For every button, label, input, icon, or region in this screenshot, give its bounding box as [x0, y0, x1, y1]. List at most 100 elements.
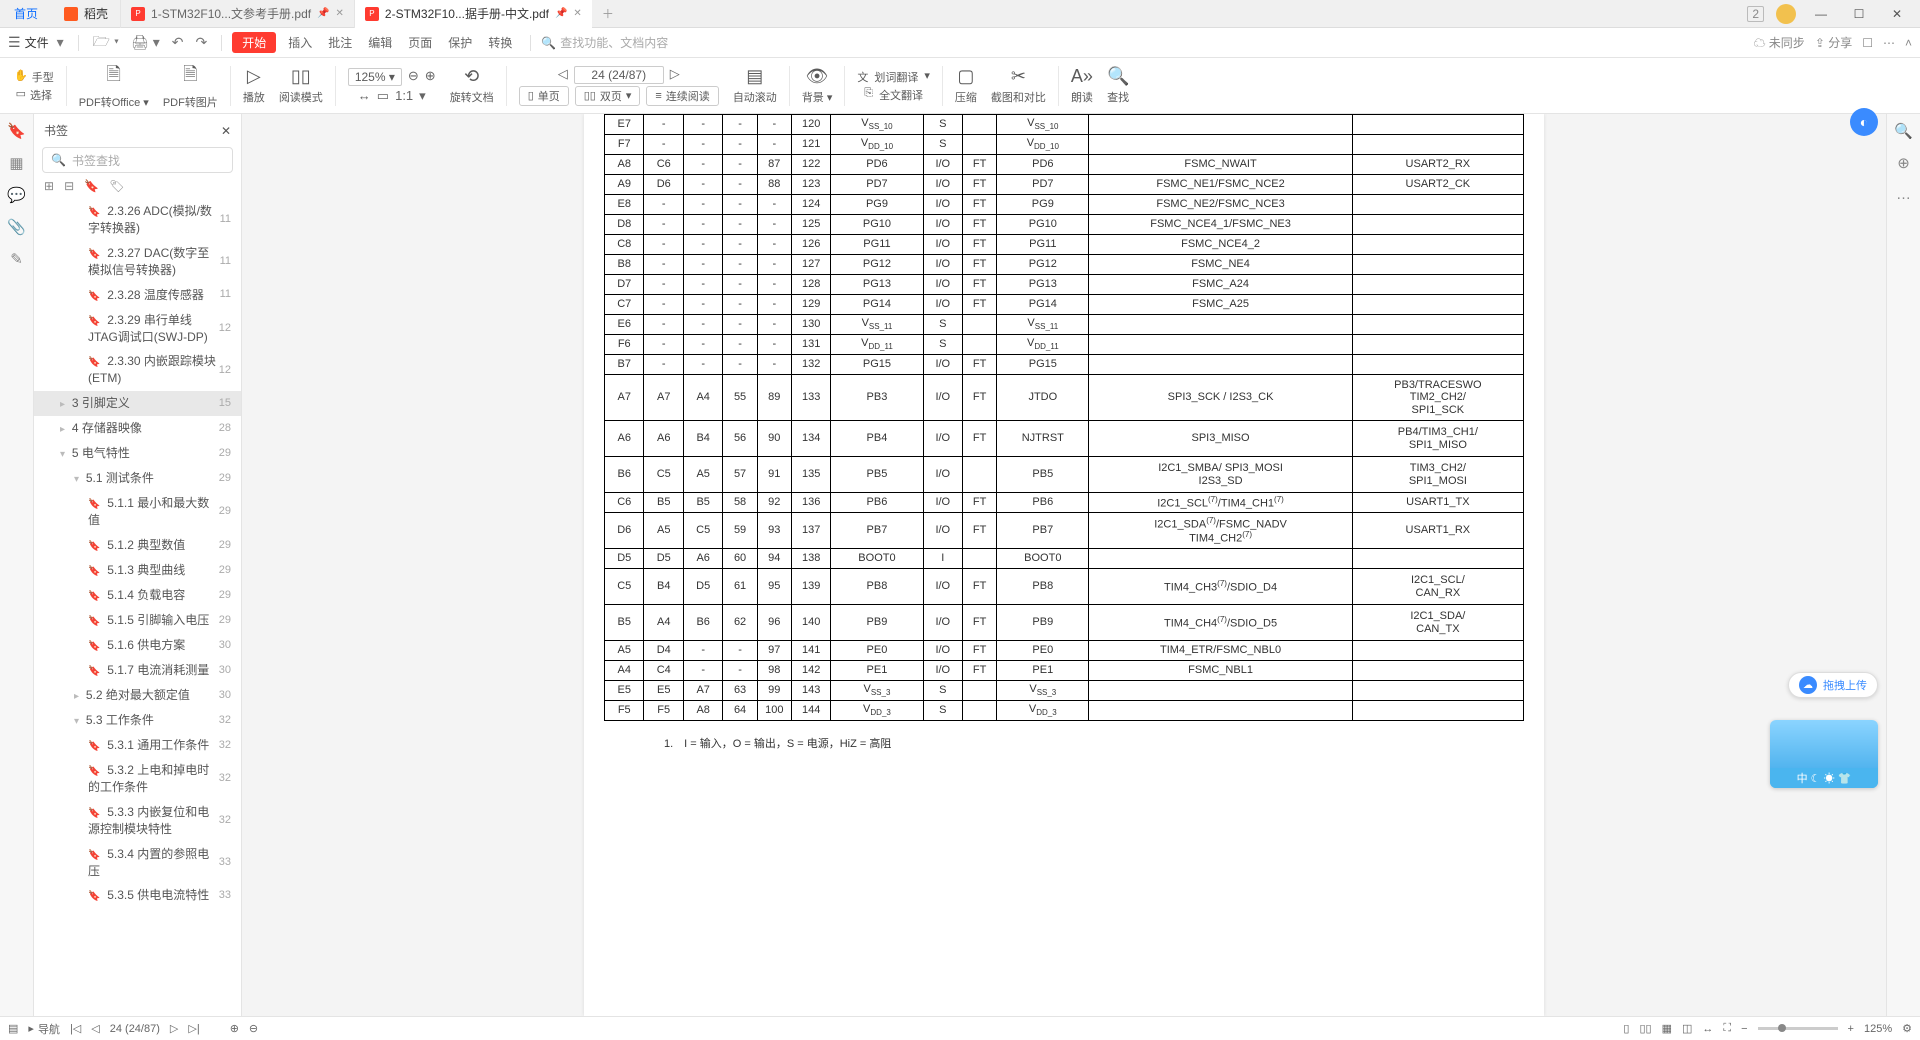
bookmark-item[interactable]: 🔖 5.3.5 供电电流特性33 [34, 883, 241, 908]
more-rail-icon[interactable]: … [1896, 186, 1911, 203]
outline-toggle-icon[interactable]: ▤ [8, 1022, 18, 1035]
pdf-to-image[interactable]: 🗎PDF转图片 [157, 62, 224, 110]
feedback-icon[interactable]: ☐ [1862, 36, 1873, 50]
next-page-icon[interactable]: ▷ [170, 1022, 178, 1035]
read-aloud[interactable]: A»朗读 [1065, 66, 1099, 105]
bookmark-item[interactable]: 🔖 5.3.1 通用工作条件32 [34, 733, 241, 758]
add-icon[interactable]: ⊕ [230, 1022, 239, 1035]
bookmark-item[interactable]: 🔖 5.1.4 负载电容29 [34, 583, 241, 608]
tab-docker-shell[interactable]: 稻壳 [52, 0, 120, 28]
print-icon[interactable]: 🖨 ▾ [127, 34, 164, 51]
first-page-icon[interactable]: |◁ [70, 1022, 81, 1035]
page-input[interactable]: 24 (24/87) [574, 66, 664, 84]
bookmark-item[interactable]: 🔖 2.3.27 DAC(数字至模拟信号转换器)11 [34, 241, 241, 283]
tools-rail-icon[interactable]: ⊕ [1897, 154, 1910, 172]
prev-page-icon[interactable]: ◁ [558, 66, 568, 84]
search-box[interactable]: 🔍查找功能、文档内容 [541, 34, 668, 51]
assistant-bubble[interactable]: ◐ [1850, 108, 1878, 136]
tab-document-2[interactable]: P2-STM32F10...据手册-中文.pdf📌✕ [354, 0, 592, 28]
next-page-icon[interactable]: ▷ [670, 66, 680, 84]
avatar[interactable] [1776, 4, 1796, 24]
bookmark-item[interactable]: 🔖 5.3.3 内嵌复位和电源控制模块特性32 [34, 800, 241, 842]
menu-插入[interactable]: 插入 [280, 36, 320, 50]
document-viewport[interactable]: E7----120VSS_10SVSS_10F7----121VDD_10SVD… [242, 114, 1886, 1016]
undo-icon[interactable]: ↶ [168, 34, 188, 51]
drag-upload-pill[interactable]: ☁拖拽上传 [1788, 672, 1878, 698]
more-icon[interactable]: ⋯ [1883, 36, 1895, 50]
last-page-icon[interactable]: ▷| [188, 1022, 199, 1035]
find[interactable]: 🔍查找 [1101, 66, 1135, 105]
zoom-in-icon[interactable]: ⊕ [425, 68, 436, 86]
minimize-icon[interactable]: — [1808, 7, 1834, 21]
comment-rail-icon[interactable]: 💬 [7, 186, 26, 204]
bookmark-item[interactable]: 🔖 2.3.26 ADC(模拟/数字转换器)11 [34, 199, 241, 241]
hand-tool[interactable]: ✋手型▭选择 [8, 69, 60, 103]
bookmark-item[interactable]: 🔖 5.1.6 供电方案30 [34, 633, 241, 658]
bookmark-item[interactable]: 🔖 5.1.7 电流消耗测量30 [34, 658, 241, 683]
continuous-read[interactable]: ≡ 连续阅读 [646, 86, 718, 106]
rotate-doc[interactable]: ⟲旋转文档 [444, 66, 500, 105]
fit-page-icon[interactable]: ▭ [377, 88, 389, 104]
attachment-rail-icon[interactable]: 📎 [7, 218, 26, 236]
share-button[interactable]: ⇪ 分享 [1815, 34, 1852, 51]
redo-icon[interactable]: ↷ [191, 34, 211, 51]
new-tab-button[interactable]: ＋ [592, 5, 624, 22]
word-translate[interactable]: 文划词翻译 ▾⎘全文翻译 [851, 69, 936, 103]
view-book-icon[interactable]: ◫ [1682, 1022, 1692, 1035]
hamburger-icon[interactable]: ☰ [8, 34, 21, 51]
bookmark-item[interactable]: 🔖 5.1.5 引脚输入电压29 [34, 608, 241, 633]
bookmark-search[interactable]: 🔍书签查找 [42, 147, 233, 173]
bookmark-item[interactable]: 🔖 5.3.4 内置的参照电压33 [34, 842, 241, 884]
read-mode[interactable]: ▯▯阅读模式 [273, 66, 329, 105]
bookmark-item[interactable]: 🔖 2.3.30 内嵌跟踪模块(ETM)12 [34, 349, 241, 391]
add-bookmark-icon[interactable]: 🔖 [84, 179, 99, 193]
bookmark-item[interactable]: 🔖 2.3.28 温度传感器11 [34, 283, 241, 308]
search-rail-icon[interactable]: 🔍 [1894, 122, 1913, 140]
single-page[interactable]: ▯ 单页 [519, 86, 569, 106]
zoom-slider[interactable] [1758, 1027, 1838, 1030]
zoom-in-status-icon[interactable]: + [1848, 1023, 1854, 1035]
status-zoom[interactable]: 125% [1864, 1023, 1892, 1035]
zoom-out-status-icon[interactable]: − [1741, 1023, 1747, 1035]
expand-all-icon[interactable]: ⊞ [44, 179, 54, 193]
view-continuous-icon[interactable]: ▯▯ [1639, 1022, 1651, 1035]
bookmark-rail-icon[interactable]: 🔖 [7, 122, 26, 140]
double-page[interactable]: ▯▯ 双页 ▾ [575, 86, 641, 106]
tab-home[interactable]: 首页 [0, 0, 52, 28]
menu-页面[interactable]: 页面 [400, 36, 440, 50]
start-tab[interactable]: 开始 [232, 32, 276, 53]
pin-icon[interactable]: 📌 [317, 8, 329, 19]
bookmark-item[interactable]: 🔖 5.3.2 上电和掉电时的工作条件32 [34, 758, 241, 800]
bookmark-item[interactable]: 🔖 5.1.1 最小和最大数值29 [34, 491, 241, 533]
zoom-value[interactable]: 125% ▾ [348, 68, 402, 86]
remove-icon[interactable]: ⊖ [249, 1022, 258, 1035]
auto-scroll[interactable]: ▤自动滚动 [727, 66, 783, 105]
signature-rail-icon[interactable]: ✎ [10, 250, 23, 268]
status-page[interactable]: 24 (24/87) [110, 1023, 160, 1035]
pdf-to-office[interactable]: 🗎PDF转Office ▾ [73, 62, 155, 110]
fit-icon[interactable]: ↔ [1702, 1023, 1713, 1035]
prev-page-icon[interactable]: ◁ [91, 1022, 99, 1035]
pin-icon[interactable]: 📌 [555, 8, 567, 19]
bookmark-item[interactable]: ▾ 5 电气特性29 [34, 441, 241, 466]
close-panel-icon[interactable]: ✕ [221, 124, 231, 138]
bookmark-item[interactable]: 🔖 5.1.2 典型数值29 [34, 533, 241, 558]
close-window-icon[interactable]: ✕ [1884, 7, 1910, 21]
close-icon[interactable]: ✕ [573, 8, 581, 19]
close-icon[interactable]: ✕ [336, 8, 344, 19]
bookmark-item[interactable]: ▾ 5.1 测试条件29 [34, 466, 241, 491]
collapse-icon[interactable]: ˄ [1905, 36, 1912, 50]
bookmark-options-icon[interactable]: 🏷 [109, 179, 124, 193]
screenshot[interactable]: ✂截图和对比 [985, 66, 1052, 105]
bookmark-item[interactable]: ▸ 5.2 绝对最大额定值30 [34, 683, 241, 708]
tab-document-1[interactable]: P1-STM32F10...文参考手册.pdf📌✕ [120, 0, 354, 28]
bookmark-item[interactable]: 🔖 5.1.3 典型曲线29 [34, 558, 241, 583]
open-icon[interactable]: 🗁 ▾ [89, 31, 123, 55]
maximize-icon[interactable]: ☐ [1846, 7, 1872, 21]
fit-width-icon[interactable]: ↔ [358, 88, 371, 104]
file-menu[interactable]: 文件 [25, 34, 49, 51]
menu-批注[interactable]: 批注 [320, 36, 360, 50]
compress[interactable]: ▢压缩 [949, 66, 983, 105]
sync-status[interactable]: ☁ 未同步 [1753, 34, 1804, 51]
fullscreen-icon[interactable]: ⛶ [1723, 1022, 1731, 1035]
